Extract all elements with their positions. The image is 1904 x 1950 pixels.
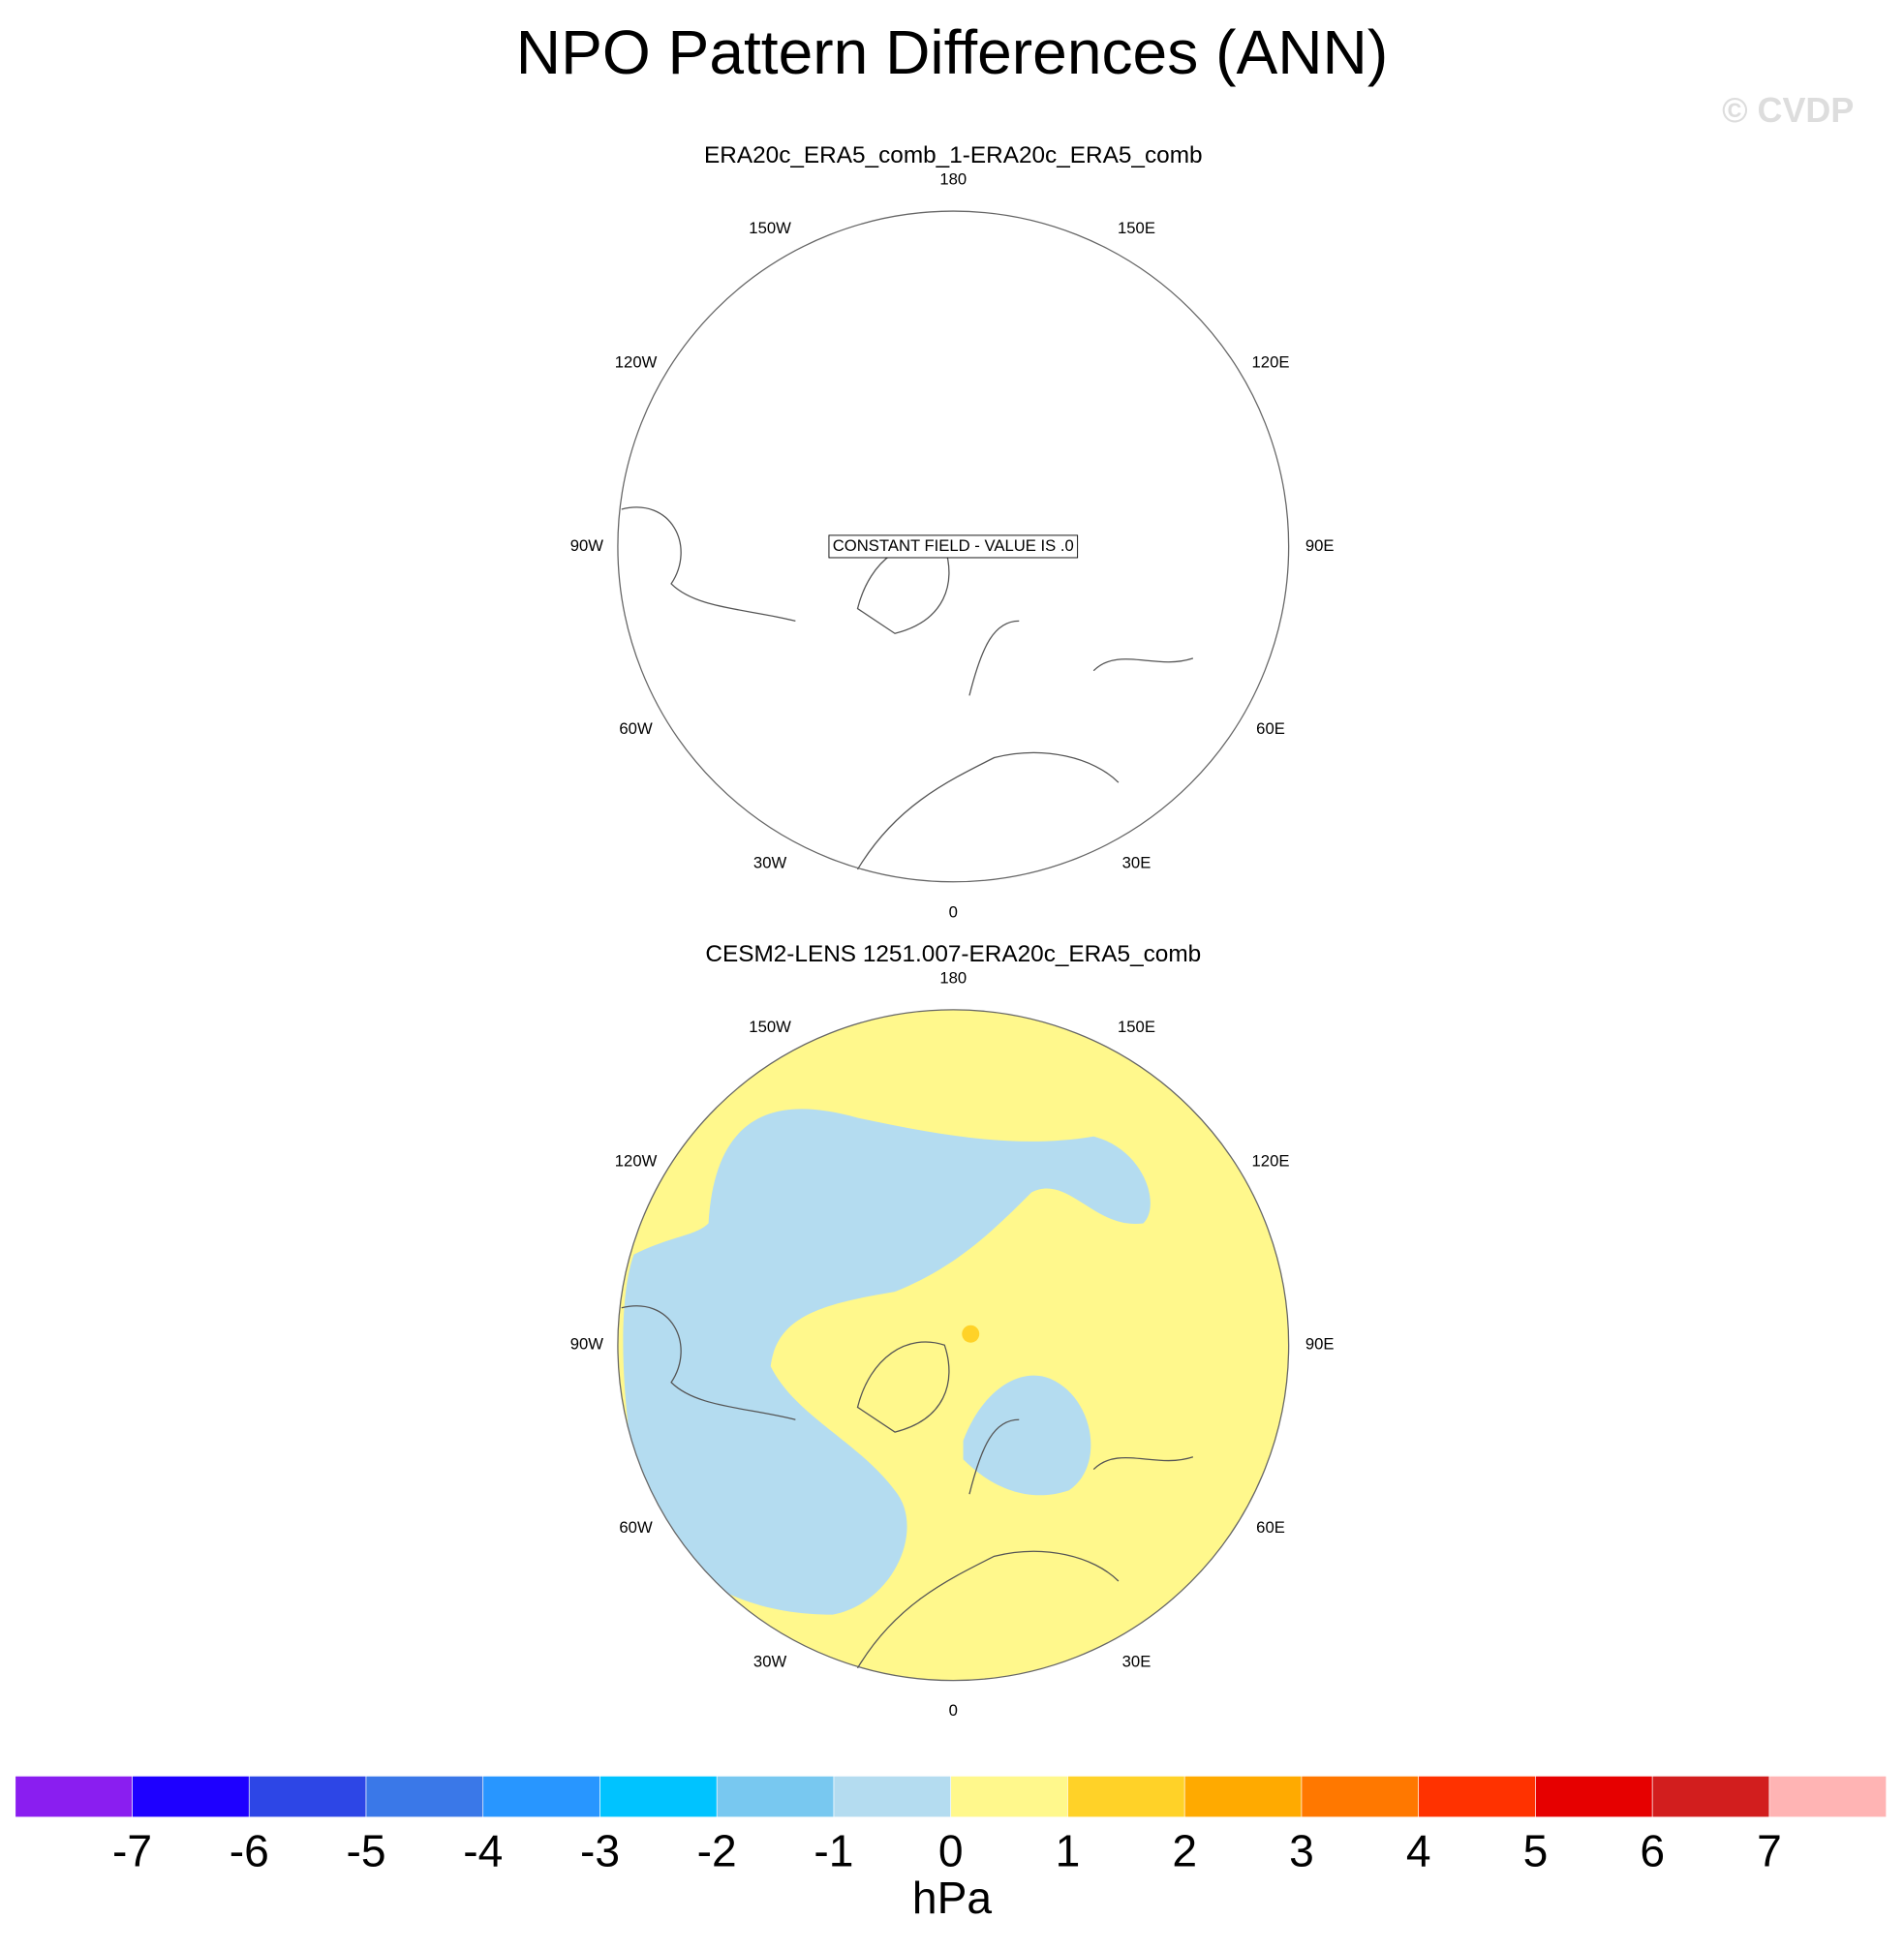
lon-label: 180 — [939, 169, 967, 188]
note-box — [828, 534, 1079, 559]
watermark: © CVDP — [1722, 90, 1854, 130]
lon-label: 120W — [615, 1151, 658, 1170]
lon-label: 30E — [1122, 1652, 1152, 1670]
lon-label: 60E — [1256, 719, 1285, 738]
colorbar-box — [1651, 1776, 1770, 1818]
lon-label: 0 — [949, 902, 958, 921]
colorbar-title: hPa — [912, 1873, 992, 1923]
colorbar-box — [365, 1776, 484, 1818]
lon-label: 60W — [619, 719, 653, 738]
colorbar-label: 6 — [1640, 1825, 1665, 1875]
lon-label: 150E — [1118, 1018, 1155, 1036]
lon-label: 90W — [570, 536, 604, 555]
colorbar-label: -2 — [697, 1825, 737, 1875]
colorbar-label: -7 — [112, 1825, 152, 1875]
lon-label: 180 — [939, 968, 967, 987]
colorbar-label: 7 — [1757, 1825, 1782, 1875]
lon-label: 120E — [1252, 353, 1290, 372]
lon-label: 90W — [570, 1335, 604, 1354]
lon-label: 90E — [1305, 1335, 1335, 1354]
colorbar-label: -6 — [230, 1825, 269, 1875]
colorbar-label: 2 — [1172, 1825, 1197, 1875]
colorbar-label: 3 — [1289, 1825, 1314, 1875]
title: NPO Pattern Differences (ANN) — [516, 17, 1388, 87]
colorbar-box — [15, 1776, 133, 1818]
map-border — [617, 210, 1290, 883]
colorbar-box — [1768, 1776, 1887, 1818]
colorbar-label: -4 — [463, 1825, 503, 1875]
colorbar-box — [482, 1776, 600, 1818]
colorbar-box — [599, 1776, 718, 1818]
lon-label: 90E — [1305, 536, 1335, 555]
colorbar-box — [1535, 1776, 1653, 1818]
lon-label: 120W — [615, 353, 658, 372]
map-border — [617, 1009, 1290, 1682]
colorbar-box — [716, 1776, 835, 1818]
colorbar-box — [1183, 1776, 1303, 1818]
colorbar-box — [1067, 1776, 1185, 1818]
panel-subtitle: ERA20c_ERA5_comb_1-ERA20c_ERA5_comb — [704, 142, 1203, 168]
lon-label: 60E — [1256, 1518, 1285, 1537]
lon-label: 0 — [949, 1701, 958, 1720]
colorbar-box — [1301, 1776, 1420, 1818]
colorbar-label: -1 — [814, 1825, 853, 1875]
panel-subtitle: CESM2-LENS 1251.007-ERA20c_ERA5_comb — [705, 941, 1201, 967]
lon-label: 150E — [1118, 219, 1155, 237]
field — [617, 1009, 1289, 1681]
colorbar-label: -5 — [346, 1825, 385, 1875]
colorbar-box — [248, 1776, 367, 1818]
lon-label: 120E — [1252, 1151, 1290, 1170]
colorbar-label: 0 — [938, 1825, 964, 1875]
colorbar-label: -3 — [580, 1825, 620, 1875]
colorbar-box — [1418, 1776, 1536, 1818]
lon-label: 30E — [1122, 854, 1152, 872]
lon-label: 30W — [753, 1652, 787, 1670]
lon-label: 150W — [749, 219, 791, 237]
constant-note: CONSTANT FIELD - VALUE IS .0 — [833, 536, 1074, 555]
colorbar-box — [950, 1776, 1068, 1818]
colorbar-label: 4 — [1406, 1825, 1431, 1875]
colorbar-box — [833, 1776, 952, 1818]
lon-label: 30W — [753, 854, 787, 872]
colorbar-label: 1 — [1056, 1825, 1081, 1875]
colorbar-box — [132, 1776, 250, 1818]
lon-label: 150W — [749, 1018, 791, 1036]
lon-label: 60W — [619, 1518, 653, 1537]
colorbar-label: 5 — [1523, 1825, 1549, 1875]
